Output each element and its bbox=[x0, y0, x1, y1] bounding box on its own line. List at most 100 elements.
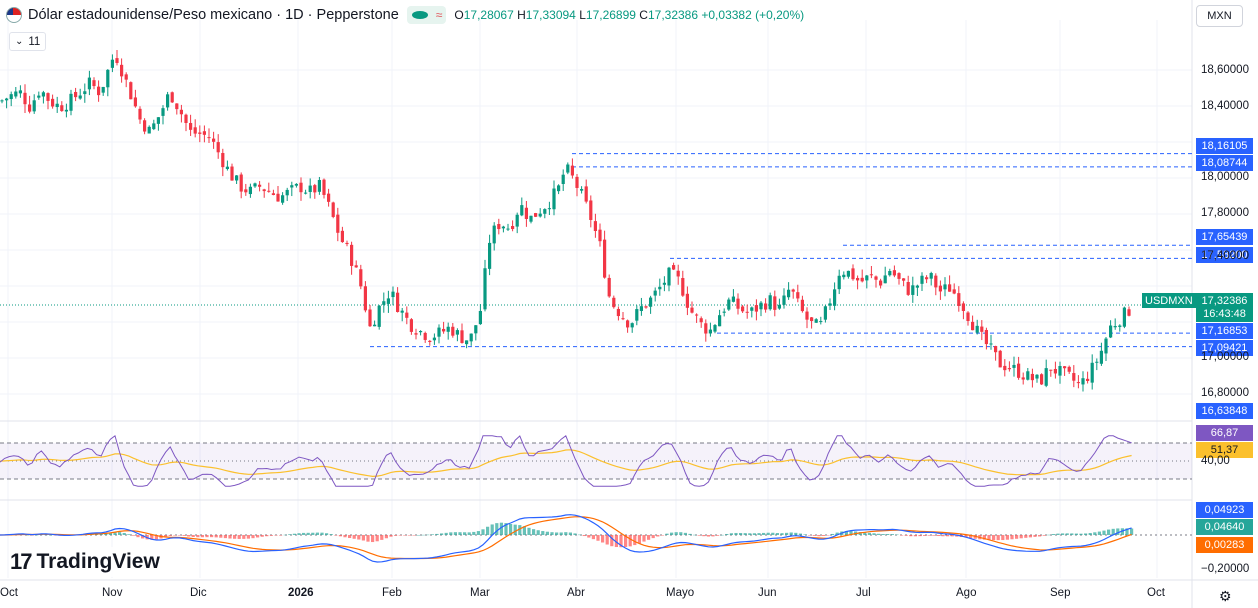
price-tag: 17,58200 bbox=[1196, 247, 1253, 263]
macd-histogram-bar bbox=[628, 535, 632, 547]
candle-body bbox=[336, 214, 340, 233]
candle-body bbox=[506, 228, 510, 230]
macd-histogram-bar bbox=[407, 535, 411, 536]
y-axis-label: 18,40000 bbox=[1201, 100, 1249, 112]
macd-histogram-bar bbox=[775, 533, 779, 535]
candle-body bbox=[754, 305, 758, 312]
macd-histogram-bar bbox=[426, 534, 430, 536]
candle-body bbox=[892, 270, 896, 276]
candle-body bbox=[869, 274, 873, 276]
macd-histogram-bar bbox=[481, 529, 485, 535]
candle-body bbox=[796, 292, 800, 299]
candle-body bbox=[759, 302, 763, 310]
macd-histogram-bar bbox=[955, 535, 959, 537]
macd-histogram-bar bbox=[1038, 535, 1042, 537]
y-axis-label: 18,60000 bbox=[1201, 64, 1249, 76]
y-axis-label: 40,00 bbox=[1201, 455, 1230, 467]
candle-body bbox=[570, 165, 574, 176]
x-axis-label: Abr bbox=[567, 587, 585, 599]
candle-body bbox=[382, 301, 386, 305]
indicators-toggle[interactable]: ⌄ 11 bbox=[9, 32, 47, 51]
price-tag: 0,04923 bbox=[1196, 502, 1253, 518]
candle-body bbox=[639, 306, 643, 311]
candle-body bbox=[897, 273, 901, 279]
macd-histogram-bar bbox=[946, 535, 950, 537]
high-label: H bbox=[517, 8, 526, 22]
macd-histogram-bar bbox=[380, 535, 384, 540]
candle-body bbox=[557, 185, 561, 192]
candle-body bbox=[1007, 368, 1011, 370]
candle-body bbox=[120, 64, 124, 77]
gear-icon[interactable]: ⚙ bbox=[1219, 588, 1232, 604]
macd-histogram-bar bbox=[242, 535, 246, 539]
candle-body bbox=[460, 330, 464, 343]
macd-histogram-bar bbox=[352, 535, 356, 539]
candle-body bbox=[727, 299, 731, 310]
macd-histogram-bar bbox=[182, 535, 186, 536]
macd-histogram-bar bbox=[449, 532, 453, 535]
candle-body bbox=[64, 109, 68, 112]
candle-body bbox=[423, 332, 427, 340]
macd-histogram-bar bbox=[670, 532, 674, 535]
candle-body bbox=[566, 164, 570, 173]
candle-body bbox=[1099, 350, 1103, 364]
macd-histogram-bar bbox=[720, 534, 724, 536]
candle-body bbox=[814, 319, 818, 323]
macd-histogram-bar bbox=[228, 535, 232, 539]
candle-body bbox=[437, 327, 441, 337]
candle-body bbox=[396, 292, 400, 312]
macd-histogram-bar bbox=[343, 535, 347, 538]
candle-body bbox=[377, 305, 381, 327]
macd-histogram-bar bbox=[532, 529, 536, 535]
candle-body bbox=[607, 277, 611, 297]
macd-histogram-bar bbox=[1088, 532, 1092, 535]
candle-body bbox=[184, 114, 188, 123]
price-tag: 18,08744 bbox=[1196, 155, 1253, 171]
chart-header: Dólar estadounidense/Peso mexicano · 1D … bbox=[6, 5, 804, 25]
macd-histogram-bar bbox=[141, 535, 145, 539]
low-label: L bbox=[579, 8, 586, 22]
candle-body bbox=[405, 312, 409, 318]
candle-body bbox=[833, 289, 837, 306]
macd-histogram-bar bbox=[104, 533, 108, 535]
candle-body bbox=[414, 333, 418, 335]
macd-histogram-bar bbox=[555, 532, 559, 535]
y-axis-label: 18,00000 bbox=[1201, 171, 1249, 183]
close-label: C bbox=[639, 8, 648, 22]
macd-histogram-bar bbox=[136, 535, 140, 538]
x-axis-label: Jul bbox=[856, 587, 871, 599]
candle-body bbox=[207, 137, 211, 139]
symbol-title[interactable]: Dólar estadounidense/Peso mexicano · 1D … bbox=[28, 7, 399, 23]
candle-body bbox=[304, 192, 308, 194]
candle-body bbox=[133, 97, 137, 107]
macd-histogram-bar bbox=[306, 532, 310, 535]
currency-button[interactable]: MXN bbox=[1196, 5, 1243, 27]
candle-body bbox=[837, 275, 841, 290]
macd-histogram-bar bbox=[191, 535, 195, 537]
macd-histogram-bar bbox=[651, 535, 655, 539]
macd-histogram-bar bbox=[35, 534, 39, 536]
candle-body bbox=[83, 91, 87, 95]
candle-body bbox=[285, 189, 289, 196]
macd-histogram-bar bbox=[729, 533, 733, 535]
candle-body bbox=[718, 315, 722, 327]
macd-histogram-bar bbox=[771, 532, 775, 535]
candle-body bbox=[363, 286, 367, 311]
candle-body bbox=[143, 120, 147, 132]
macd-histogram-bar bbox=[1125, 528, 1129, 535]
candle-body bbox=[101, 86, 105, 93]
macd-histogram-bar bbox=[118, 532, 122, 535]
macd-histogram-bar bbox=[320, 532, 324, 535]
market-status-pill[interactable]: ≈ bbox=[406, 6, 447, 24]
macd-histogram-bar bbox=[513, 524, 517, 535]
candle-body bbox=[948, 284, 952, 292]
candle-body bbox=[32, 100, 36, 112]
candle-body bbox=[1040, 374, 1044, 385]
candle-body bbox=[851, 268, 855, 280]
x-axis-label: Dic bbox=[190, 587, 207, 599]
macd-histogram-bar bbox=[200, 535, 204, 538]
macd-histogram-bar bbox=[591, 535, 595, 540]
macd-histogram-bar bbox=[835, 532, 839, 535]
candle-body bbox=[1021, 377, 1025, 380]
